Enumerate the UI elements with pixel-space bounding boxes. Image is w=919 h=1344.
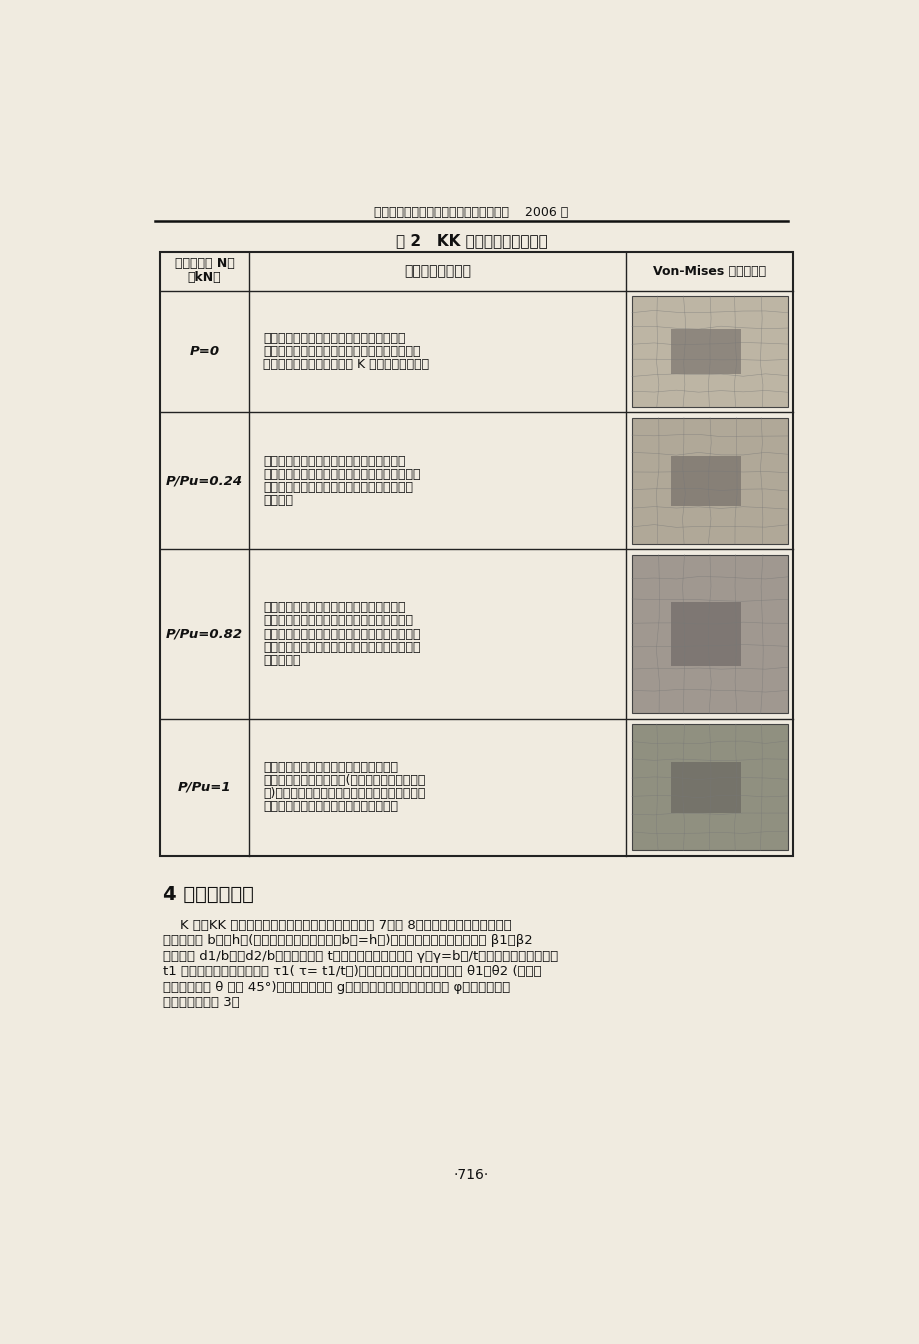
Text: 处发展至另外两壁面，拉、压杆间隙处已形成张: 处发展至另外两壁面，拉、压杆间隙处已形成张	[263, 628, 420, 641]
Text: 点)。节点在出现屈服点至失效的过程中，塑性性: 点)。节点在出现屈服点至失效的过程中，塑性性	[263, 788, 425, 800]
Text: 宽度和高度 b。、h。(文中节点主管均为方管，b。=h。)；压、拉支弦杆宽度综合比 β1、β2: 宽度和高度 b。、h。(文中节点主管均为方管，b。=h。)；压、拉支弦杆宽度综合…	[163, 934, 532, 948]
Bar	[631, 296, 787, 407]
Text: 塑性发展过程描述: 塑性发展过程描述	[403, 265, 471, 278]
Bar	[670, 602, 740, 665]
Text: 4 节点参数分析: 4 节点参数分析	[163, 886, 254, 905]
Text: 动荷载后，节点在易发生应力集中的弦杆壁面转: 动荷载后，节点在易发生应力集中的弦杆壁面转	[263, 468, 420, 481]
Text: 表 2   KK 形节点塑性发展过程: 表 2 KK 形节点塑性发展过程	[395, 233, 547, 247]
Bar	[670, 456, 740, 507]
Bar	[160, 253, 792, 856]
Text: Von-Mises 应力分布图: Von-Mises 应力分布图	[652, 265, 766, 278]
Text: 展，节点达到极限承载力(荷载一位移曲线的极值: 展，节点达到极限承载力(荷载一位移曲线的极值	[263, 774, 425, 788]
Text: t1 通过定义支弦杆壁厚之比 τ1( τ= t1/t。)来考虑；两支杆与弦杆间夹角 θ1、θ2 (除特殊: t1 通过定义支弦杆壁厚之比 τ1( τ= t1/t。)来考虑；两支杆与弦杆间夹…	[163, 965, 541, 978]
Text: P/Pu=1: P/Pu=1	[177, 781, 231, 794]
Text: K 形、KK 形间隙方圆管节点的基本形状和参数如图 7、图 8，其主要几何参数有：弦杆: K 形、KK 形间隙方圆管节点的基本形状和参数如图 7、图 8，其主要几何参数有…	[163, 919, 511, 931]
Text: 能得到充分发展，具有很大的强度储备。: 能得到充分发展，具有很大的强度储备。	[263, 801, 398, 813]
Text: 在弦杆右端施加均布力，使支杆端部产生被: 在弦杆右端施加均布力，使支杆端部产生被	[263, 454, 405, 468]
Text: 此时轴向荷载施加完毕，弦杆大部分表面应: 此时轴向荷载施加完毕，弦杆大部分表面应	[263, 332, 405, 345]
Text: ·716·: ·716·	[453, 1168, 489, 1183]
Text: P=0: P=0	[189, 345, 220, 358]
Text: 注明外，文中 θ 均为 45°)；支杆间隙尺寸 g；空间节点中支杆平面间夹角 φ；分析采用的: 注明外，文中 θ 均为 45°)；支杆间隙尺寸 g；空间节点中支杆平面间夹角 φ…	[163, 981, 510, 993]
Text: 角及支弦杆相交处首次出现屈服点并逐渐向四: 角及支弦杆相交处首次出现屈服点并逐渐向四	[263, 481, 413, 493]
Text: 分别等于 d1/b。、d2/b。；弦杆壁厚 t。通过定义弦杆宽厚比 γ（γ=b。/t。）来考虑；支杆壁厚: 分别等于 d1/b。、d2/b。；弦杆壁厚 t。通过定义弦杆宽厚比 γ（γ=b。…	[163, 950, 558, 962]
Text: 力仍很小。: 力仍很小。	[263, 653, 301, 667]
Text: 第十九届全国高层建筑结构学术会议论文    2006 年: 第十九届全国高层建筑结构学术会议论文 2006 年	[374, 206, 568, 219]
Text: 力均匀分布，只有支弦杆相贯线附近及拉、压支: 力均匀分布，只有支弦杆相贯线附近及拉、压支	[263, 345, 420, 358]
Text: 压支杆轴力 N。: 压支杆轴力 N。	[175, 257, 234, 270]
Text: 弦杆的四个板面均大面积屈服并向支杆发: 弦杆的四个板面均大面积屈服并向支杆发	[263, 761, 398, 774]
Text: 周发展。: 周发展。	[263, 495, 293, 507]
Text: 拉场，弦杆表面有可见的变形出现，但支杆上应: 拉场，弦杆表面有可见的变形出现，但支杆上应	[263, 641, 420, 653]
Text: P/Pu=0.24: P/Pu=0.24	[165, 474, 243, 488]
Bar	[631, 555, 787, 714]
Bar	[670, 329, 740, 374]
Text: 节点参数详见表 3。: 节点参数详见表 3。	[163, 996, 240, 1009]
Text: 弦杆壁面出现屈服点后，塑性区在弦杆与支: 弦杆壁面出现屈服点后，塑性区在弦杆与支	[263, 601, 405, 614]
Bar	[631, 418, 787, 544]
Text: 杆间隙处应力略大，原因与 K 形节点完全相同。: 杆间隙处应力略大，原因与 K 形节点完全相同。	[263, 358, 428, 371]
Text: P/Pu=0.82: P/Pu=0.82	[165, 628, 243, 641]
Bar	[670, 762, 740, 813]
Bar	[631, 724, 787, 851]
Text: （kN）: （kN）	[187, 271, 221, 284]
Text: 杆相交的两个壁面上继续扩大并越过弦杆转折: 杆相交的两个壁面上继续扩大并越过弦杆转折	[263, 614, 413, 628]
